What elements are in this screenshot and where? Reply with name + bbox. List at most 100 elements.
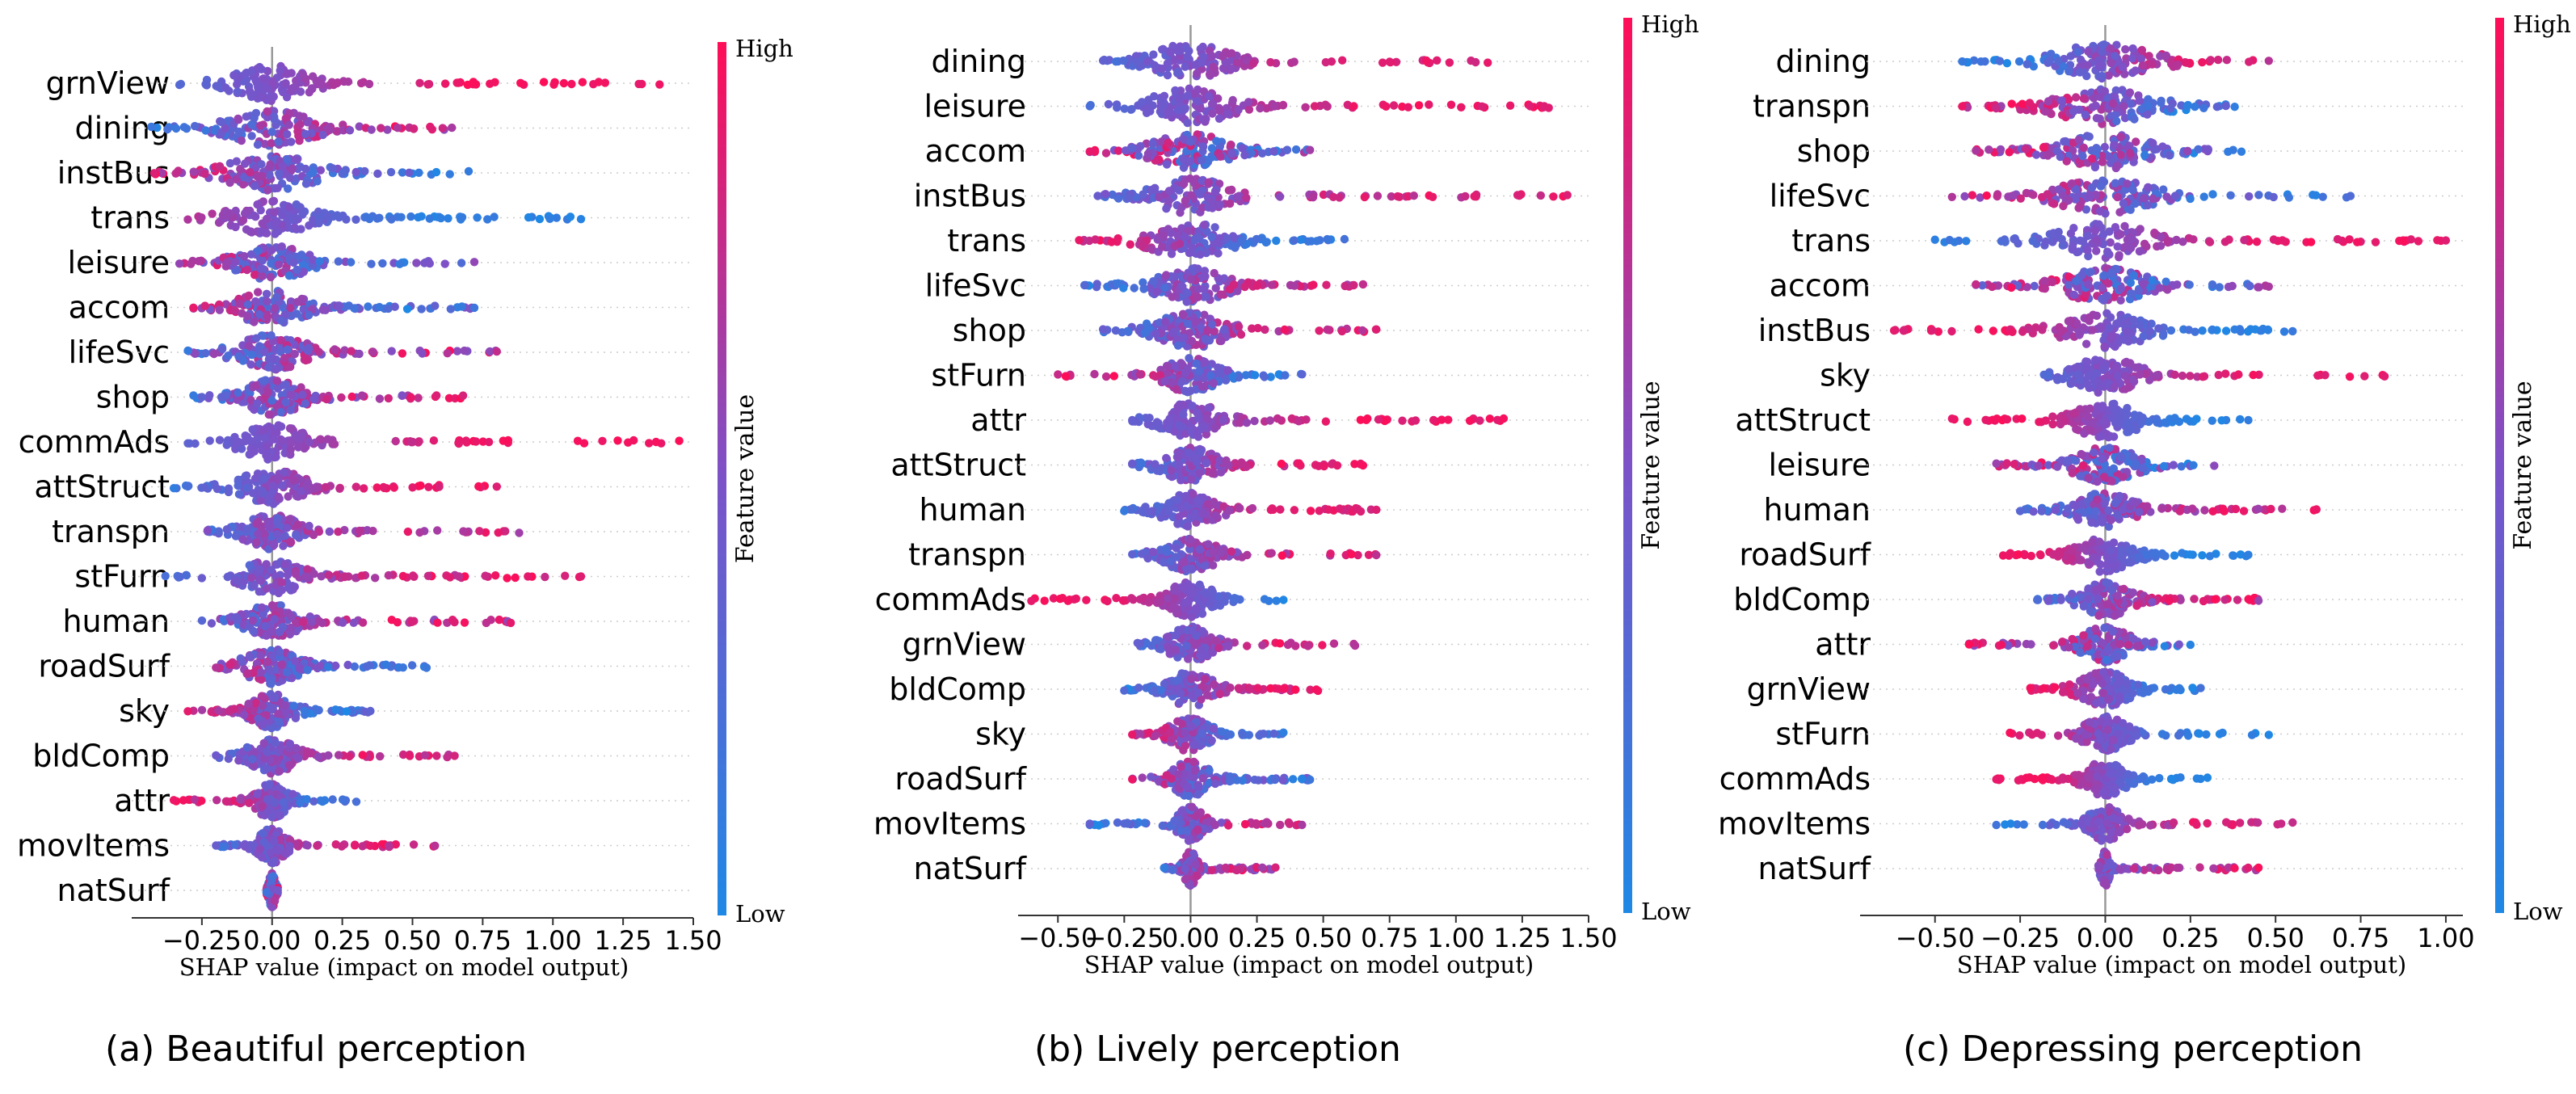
shap-point <box>1085 102 1094 111</box>
shap-point <box>230 840 239 849</box>
shap-point <box>1209 62 1218 72</box>
x-ticks: −0.25 0.00 0.25 0.50 0.75 1.00 1.25 1.50 <box>162 918 722 956</box>
shap-point <box>301 572 310 581</box>
shap-point <box>305 437 314 447</box>
shap-point <box>1197 156 1206 165</box>
shap-point <box>175 259 184 268</box>
shap-point <box>190 795 199 804</box>
shap-point <box>1101 372 1111 381</box>
shap-point <box>263 113 271 122</box>
shap-point <box>1128 415 1137 425</box>
shap-point <box>360 166 369 176</box>
shap-point <box>1223 366 1233 375</box>
shap-point <box>450 751 459 760</box>
shap-point <box>1290 281 1299 290</box>
shap-point <box>1186 191 1196 200</box>
shap-point <box>287 137 296 146</box>
feature-label-trans: trans <box>947 223 1026 259</box>
shap-point <box>147 122 156 132</box>
shap-point <box>255 565 264 574</box>
shap-point <box>397 212 406 221</box>
shap-point <box>1143 149 1153 158</box>
colorbar-high-label: High <box>735 35 793 62</box>
shap-point <box>1227 141 1235 149</box>
shap-point <box>469 258 479 267</box>
shap-point <box>1312 237 1321 246</box>
shap-point <box>289 258 298 267</box>
shap-point <box>1326 549 1335 558</box>
shap-point <box>276 316 285 325</box>
shap-point <box>248 489 258 498</box>
shap-point <box>457 212 467 222</box>
shap-point <box>303 841 312 850</box>
shap-point <box>1211 511 1220 520</box>
shap-point <box>464 166 474 176</box>
shap-point <box>250 318 259 326</box>
shap-point <box>174 166 183 175</box>
shap-point <box>393 124 402 133</box>
shap-point <box>257 852 267 862</box>
shap-point <box>191 349 200 358</box>
shap-point <box>1183 288 1192 297</box>
shap-point <box>270 208 279 217</box>
swarm-accom <box>1085 130 1315 172</box>
shap-point <box>367 125 376 134</box>
shap-point <box>309 797 318 806</box>
shap-point <box>1360 192 1370 202</box>
shap-point <box>1165 414 1174 423</box>
shap-point <box>344 301 353 310</box>
shap-point <box>242 265 251 275</box>
shap-point <box>1227 547 1236 556</box>
shap-point <box>351 167 360 177</box>
shap-point <box>174 573 183 582</box>
shap-point <box>1178 377 1187 386</box>
shap-point <box>257 692 267 701</box>
shap-point <box>1261 325 1269 335</box>
shap-point <box>171 124 181 133</box>
shap-point <box>361 212 371 221</box>
shap-point <box>566 212 575 221</box>
shap-point <box>1186 475 1196 484</box>
shap-point <box>259 720 267 729</box>
shap-point <box>1310 102 1320 111</box>
shap-point <box>1128 549 1137 559</box>
shap-point <box>335 301 343 310</box>
shap-point <box>1341 281 1349 291</box>
shap-point <box>1214 114 1224 123</box>
shap-point <box>269 196 279 205</box>
beeswarm-points <box>1027 41 1572 890</box>
shap-point <box>208 209 217 218</box>
shap-point <box>266 848 275 857</box>
shap-point <box>552 213 561 222</box>
shap-point <box>217 344 227 354</box>
shap-point <box>1237 458 1246 467</box>
shap-point <box>524 212 533 222</box>
shap-point <box>448 616 457 625</box>
swarm-leisure <box>175 242 479 283</box>
shap-point <box>375 213 384 222</box>
shap-point <box>290 223 299 232</box>
shap-point <box>1162 204 1171 213</box>
shap-point <box>272 517 282 526</box>
shap-point <box>1258 149 1267 158</box>
shap-point <box>1164 499 1173 507</box>
shap-point <box>448 123 457 133</box>
shap-point <box>293 297 302 306</box>
shap-point <box>240 710 249 719</box>
shap-point <box>286 406 295 414</box>
shap-point <box>243 312 252 321</box>
shap-point <box>337 393 346 402</box>
shap-point <box>263 297 271 306</box>
shap-point <box>1167 250 1176 259</box>
shap-point <box>460 618 469 627</box>
shap-point <box>222 797 232 806</box>
shap-point <box>1149 277 1158 286</box>
shap-point <box>1216 548 1226 558</box>
shap-point <box>242 112 250 121</box>
shap-point <box>275 627 284 637</box>
shap-point <box>246 250 256 259</box>
shap-point <box>1225 199 1235 208</box>
shap-point <box>205 436 214 445</box>
shap-point <box>1242 193 1251 203</box>
shap-point <box>1445 58 1454 67</box>
